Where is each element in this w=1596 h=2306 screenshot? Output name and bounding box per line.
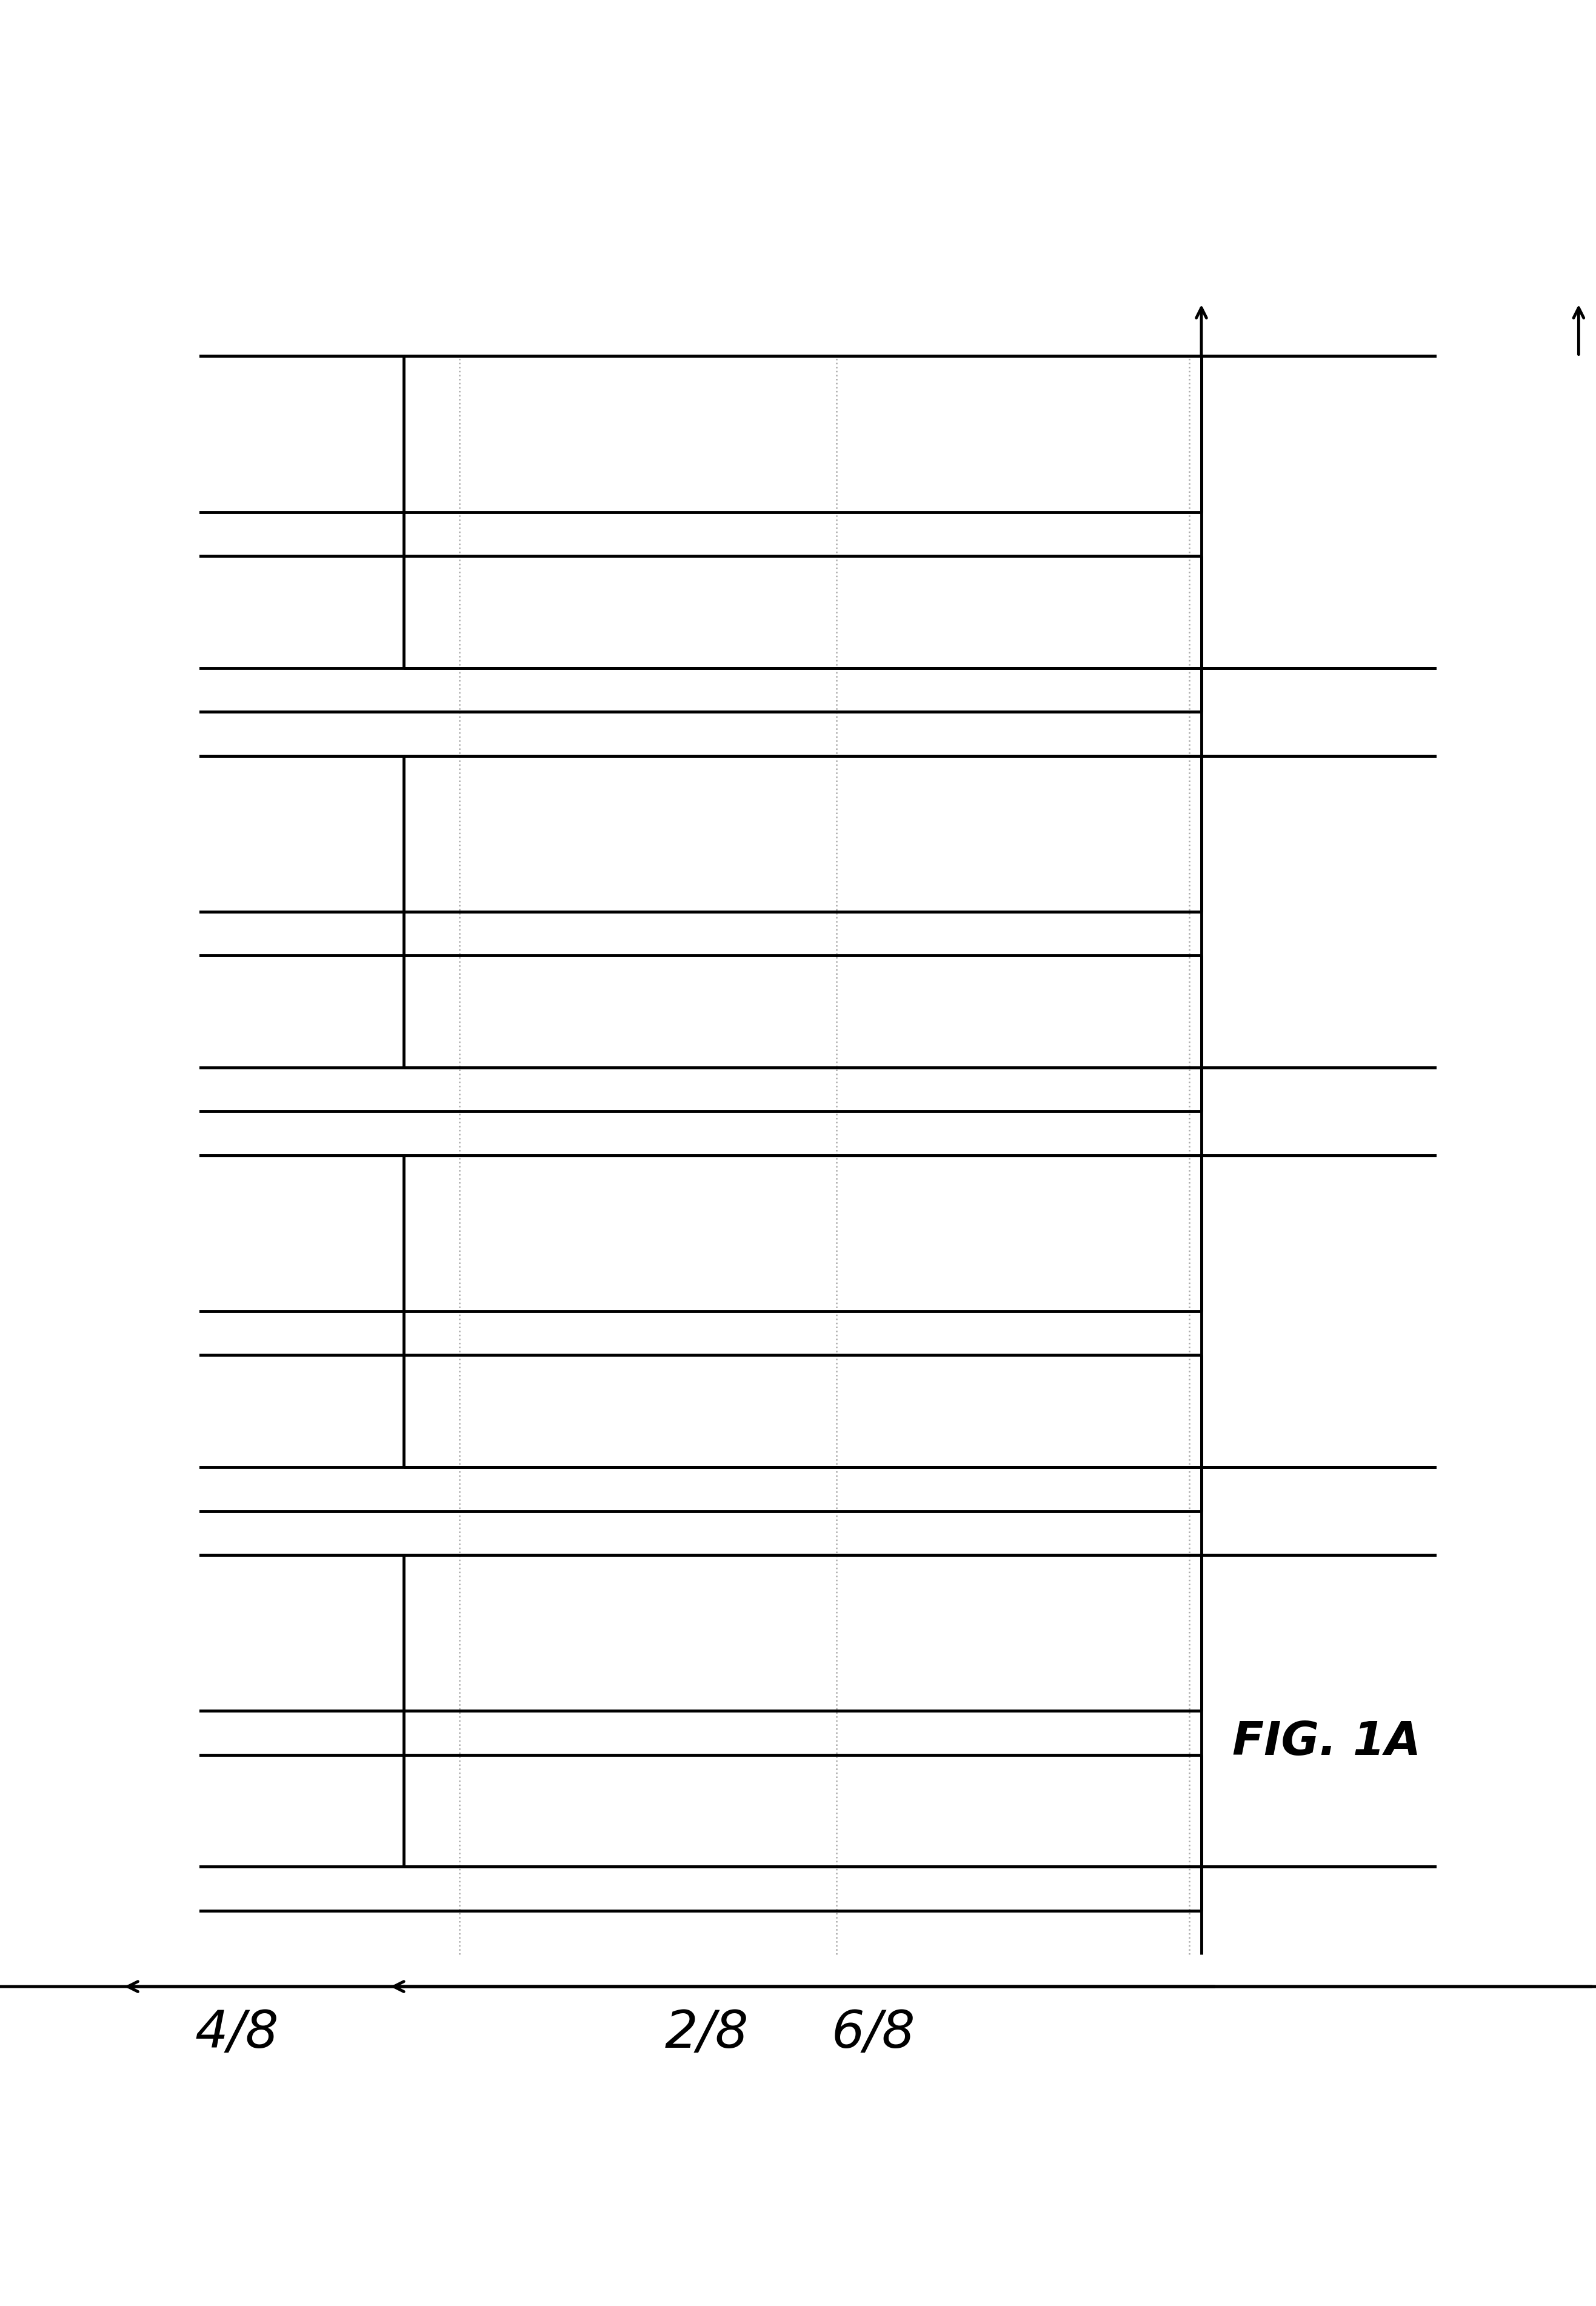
- Text: 4/8: 4/8: [195, 2009, 279, 2059]
- Text: 6/8: 6/8: [832, 2009, 916, 2059]
- Text: FIG. 1A: FIG. 1A: [1232, 1720, 1420, 1764]
- Text: 2/8: 2/8: [664, 2009, 749, 2059]
